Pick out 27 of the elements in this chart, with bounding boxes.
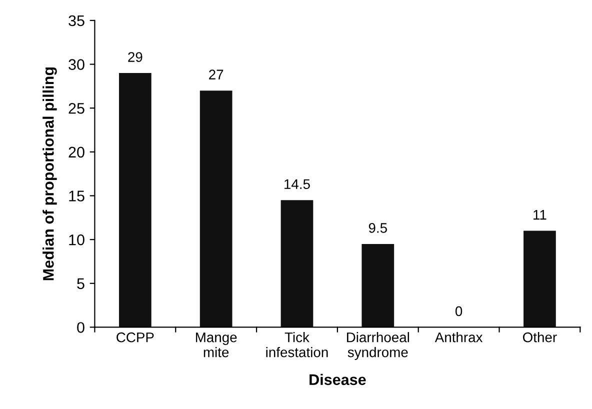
bar [280, 200, 314, 328]
data-label: 14.5 [284, 179, 310, 190]
y-tick-label: 35 [68, 15, 84, 26]
y-axis-title: Median of proportional pilling [42, 67, 57, 280]
x-tick-label: Mange mite [196, 332, 237, 358]
y-tick-label: 15 [69, 190, 84, 202]
x-tick-label: CCPP [116, 332, 154, 342]
y-tick-label: 30 [68, 59, 84, 70]
x-tick-label: Anthrax [434, 332, 483, 342]
x-tick-label: Tick infestation [266, 332, 328, 358]
bar [118, 73, 152, 328]
data-label: 11 [534, 210, 546, 220]
y-tick-label: 0 [77, 322, 84, 333]
y-tick-label: 20 [68, 146, 84, 158]
y-tick-label: 25 [68, 102, 84, 114]
data-label: 29 [128, 52, 142, 62]
data-label: 0 [455, 306, 462, 316]
x-axis-title: Disease [310, 374, 366, 386]
bar [362, 244, 394, 328]
y-tick-label: 10 [69, 234, 84, 246]
data-label: 27 [209, 70, 224, 80]
data-label: 9.5 [368, 223, 387, 233]
y-tick-label: 5 [77, 278, 84, 290]
x-tick-label: Other [523, 332, 557, 342]
bar [524, 230, 556, 328]
bar [200, 90, 232, 328]
x-tick-label: Diarrhoeal syndrome [347, 332, 410, 360]
